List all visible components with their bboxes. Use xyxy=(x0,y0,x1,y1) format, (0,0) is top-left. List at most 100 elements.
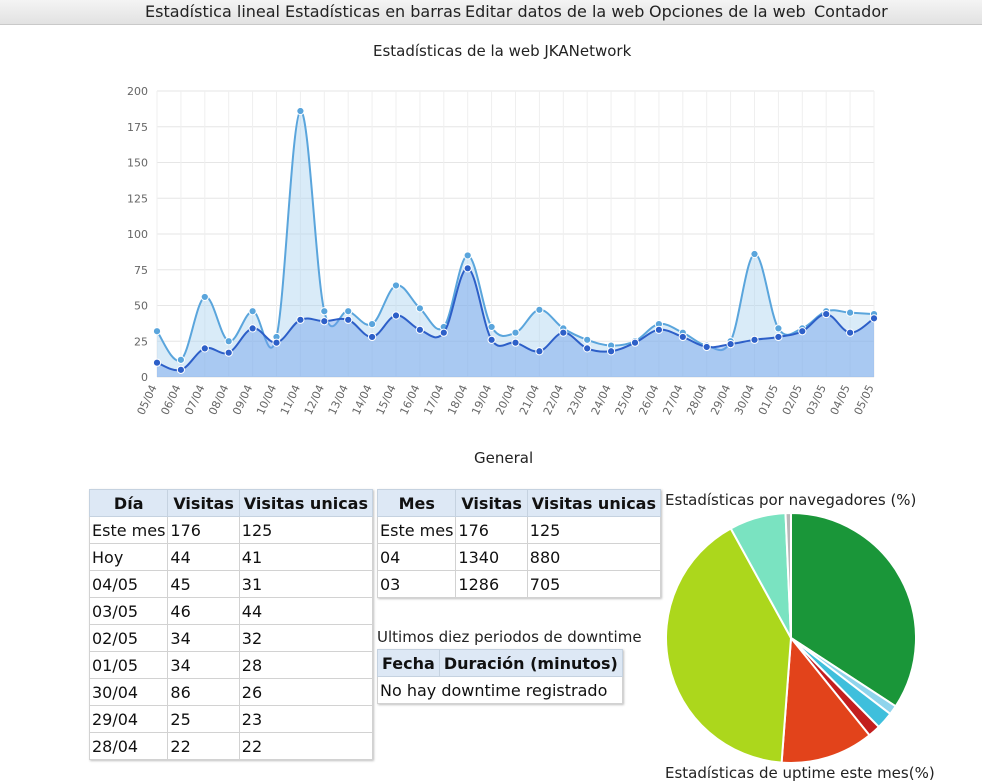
cell-dia: 04/05 xyxy=(88,570,169,598)
data-point xyxy=(463,264,472,273)
data-point xyxy=(750,335,759,344)
x-tick-label: 27/04 xyxy=(660,383,685,417)
cell-visitas-unicas: 23 xyxy=(238,705,374,733)
top-nav: Estadística lineal Estadísticas en barra… xyxy=(0,0,982,25)
data-point xyxy=(224,348,233,357)
y-tick-label: 25 xyxy=(134,335,148,348)
cell-visitas-unicas: 125 xyxy=(238,516,374,544)
uptime-chart-title: Estadísticas de uptime este mes(%) xyxy=(665,764,935,782)
data-point xyxy=(176,355,186,364)
browsers-chart-title: Estadísticas por navegadores (%) xyxy=(665,491,917,509)
cell-visitas-unicas: 125 xyxy=(526,516,662,544)
data-point xyxy=(224,337,233,346)
cell-dia: 29/04 xyxy=(88,705,169,733)
table-row: Hoy 44 41 xyxy=(88,543,374,571)
data-point xyxy=(296,315,305,324)
data-point xyxy=(248,324,257,333)
data-point xyxy=(535,347,544,356)
data-point xyxy=(176,365,186,374)
data-point xyxy=(368,319,377,329)
x-tick-label: 24/04 xyxy=(589,383,614,417)
cell-dia: Hoy xyxy=(88,543,169,571)
x-tick-label: 06/04 xyxy=(158,383,183,417)
x-tick-label: 11/04 xyxy=(278,383,303,417)
nav-item-contador[interactable]: Contador xyxy=(814,2,888,21)
data-point xyxy=(726,340,735,349)
table-row: Este mes 176 125 xyxy=(376,516,662,544)
cell-visitas-unicas: 41 xyxy=(238,543,374,571)
x-tick-label: 01/05 xyxy=(756,383,781,417)
data-point xyxy=(439,328,448,337)
nav-item-opciones-web[interactable]: Opciones de la web xyxy=(649,2,806,21)
table-row: 04/05 45 31 xyxy=(88,570,374,598)
x-tick-label: 20/04 xyxy=(493,383,518,417)
col-visitas: Visitas xyxy=(167,489,240,517)
table-row: 28/04 22 22 xyxy=(88,732,374,760)
data-point xyxy=(559,328,568,337)
data-point xyxy=(200,292,209,302)
data-point xyxy=(272,338,281,347)
x-tick-label: 02/05 xyxy=(780,383,805,417)
data-point xyxy=(607,347,616,356)
cell-mes: 04 xyxy=(376,543,457,571)
y-tick-label: 50 xyxy=(134,300,148,313)
monthly-stats-table: Mes Visitas Visitas unicas Este mes 176 12… xyxy=(376,489,662,598)
general-title: General xyxy=(474,449,534,467)
x-tick-label: 04/05 xyxy=(828,383,853,417)
chart-title: Estadísticas de la web JKANetwork xyxy=(373,42,632,60)
cell-visitas: 46 xyxy=(167,597,240,625)
col-duracion: Duración (minutos) xyxy=(438,649,623,677)
cell-dia: Este mes xyxy=(88,516,169,544)
cell-visitas-unicas: 32 xyxy=(238,624,374,652)
browsers-pie-chart xyxy=(665,511,917,764)
pie-slice xyxy=(665,527,793,764)
nav-item-estadisticas-barras[interactable]: Estadísticas en barras xyxy=(285,2,462,21)
data-point xyxy=(654,325,664,334)
cell-visitas: 22 xyxy=(167,732,240,760)
series-area xyxy=(157,268,874,377)
data-point xyxy=(368,332,377,342)
x-tick-label: 21/04 xyxy=(517,383,542,417)
cell-visitas-unicas: 31 xyxy=(238,570,374,598)
x-tick-label: 12/04 xyxy=(302,383,327,417)
y-tick-label: 0 xyxy=(141,371,148,384)
y-tick-label: 75 xyxy=(134,264,148,277)
x-tick-label: 10/04 xyxy=(254,383,279,417)
nav-item-estadistica-lineal[interactable]: Estadística lineal xyxy=(145,2,280,21)
cell-visitas: 176 xyxy=(455,516,528,544)
data-point xyxy=(535,305,544,314)
table-row: 01/05 34 28 xyxy=(88,651,374,679)
daily-stats-table: Día Visitas Visitas unicas Este mes 176 12… xyxy=(88,489,374,760)
data-point xyxy=(152,327,162,336)
col-visitas-unicas: Visitas unicas xyxy=(238,489,374,517)
table-row: No hay downtime registrado xyxy=(377,676,623,704)
x-tick-label: 15/04 xyxy=(374,383,399,417)
cell-visitas: 25 xyxy=(167,705,240,733)
data-point xyxy=(152,358,162,367)
cell-visitas: 1340 xyxy=(455,543,528,571)
table-row: 04 1340 880 xyxy=(376,543,662,571)
data-point xyxy=(487,335,496,344)
pie-slice xyxy=(780,635,871,764)
data-point xyxy=(702,342,711,352)
cell-visitas: 44 xyxy=(167,543,240,571)
cell-visitas: 34 xyxy=(167,651,240,679)
col-fecha: Fecha xyxy=(377,649,440,677)
data-point xyxy=(415,304,424,313)
cell-visitas-unicas: 880 xyxy=(526,543,662,571)
cell-visitas: 86 xyxy=(167,678,240,706)
y-tick-label: 175 xyxy=(127,121,148,134)
cell-visitas-unicas: 28 xyxy=(238,651,374,679)
nav-item-editar-datos[interactable]: Editar datos de la web xyxy=(465,2,645,21)
cell-mes: 03 xyxy=(376,570,457,598)
x-tick-label: 14/04 xyxy=(350,383,375,417)
downtime-title: Ultimos diez periodos de downtime xyxy=(377,628,642,646)
monthly-table-header: Mes Visitas Visitas unicas xyxy=(376,489,662,517)
x-tick-label: 22/04 xyxy=(541,383,566,417)
x-tick-label: 13/04 xyxy=(326,383,351,417)
cell-visitas-unicas: 26 xyxy=(238,678,374,706)
data-point xyxy=(248,307,257,316)
data-point xyxy=(846,328,855,337)
data-point xyxy=(463,251,472,260)
y-tick-label: 200 xyxy=(127,85,148,98)
